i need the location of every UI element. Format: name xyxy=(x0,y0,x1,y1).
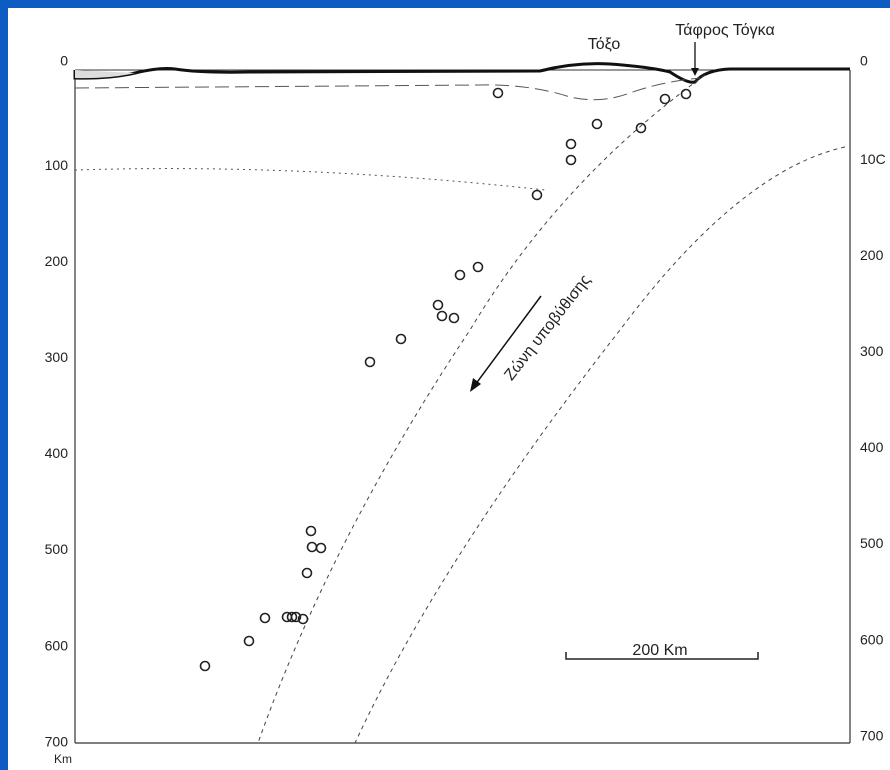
left-tick-label: 500 xyxy=(45,541,69,557)
lithosphere-base xyxy=(75,78,700,100)
scale-label: 200 Km xyxy=(632,642,687,659)
arc-label: Τόξο xyxy=(588,36,621,53)
right-tick-label: 700 xyxy=(860,727,884,743)
depth-unit: Km xyxy=(54,752,72,766)
left-tick-label: 600 xyxy=(45,637,69,653)
right-tick-label: 400 xyxy=(860,439,884,455)
left-tick-label: 400 xyxy=(45,445,69,461)
axis-ticks: 0 100 200 300 400 500 600 700 0 10C 200 300 400 500 60… xyxy=(45,53,886,750)
trench-label: Τάφρος Τόγκα xyxy=(675,22,774,39)
right-tick-label: 600 xyxy=(860,631,884,647)
trench-pointer-head xyxy=(691,68,699,76)
right-tick-label: 0 xyxy=(860,53,868,69)
page: {"labels": {"arc": "Τόξο", "trench": "Τά… xyxy=(0,0,890,770)
slab-bottom xyxy=(355,147,845,743)
right-tick-label: 10C xyxy=(860,151,886,167)
right-tick-label: 500 xyxy=(860,535,884,551)
left-tick-label: 0 xyxy=(60,53,68,69)
left-tick-label: 300 xyxy=(45,349,69,365)
left-tick-label: 700 xyxy=(45,733,69,749)
earthquakes xyxy=(201,89,691,671)
right-tick-label: 200 xyxy=(860,247,884,263)
surface-fill xyxy=(75,70,135,78)
left-tick-label: 100 xyxy=(45,157,69,173)
left-tick-label: 200 xyxy=(45,253,69,269)
right-tick-label: 300 xyxy=(860,343,884,359)
surface-profile xyxy=(75,64,850,83)
figure-panel: Ζώνη υποβύθισης Τόξο Τάφρος Τόγκα 200 Km… xyxy=(8,8,890,770)
cross-section: Ζώνη υποβύθισης Τόξο Τάφρος Τόγκα 200 Km… xyxy=(8,8,890,770)
subduction-label: Ζώνη υποβύθισης xyxy=(501,272,594,384)
asthenosphere-top xyxy=(75,169,545,190)
